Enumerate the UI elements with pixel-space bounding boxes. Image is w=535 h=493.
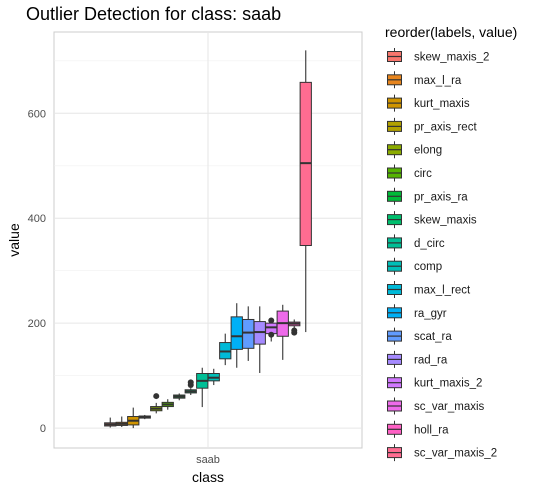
y-tick-label: 200: [28, 318, 46, 330]
legend-label: max_l_rect: [414, 285, 471, 297]
box-pr_axis_ra: [173, 393, 186, 401]
legend-label: circ: [414, 168, 432, 180]
x-axis-ticks: saab: [196, 454, 220, 466]
legend-item-comp: comp: [387, 257, 442, 275]
box-elong: [150, 393, 163, 414]
legend-item-pr_axis_rect: pr_axis_rect: [387, 117, 477, 135]
legend-label: skew_maxis: [414, 215, 477, 227]
legend-item-max_l_rect: max_l_rect: [387, 281, 471, 298]
legend-label: max_l_ra: [414, 75, 462, 87]
legend-title: reorder(labels, value): [385, 24, 517, 40]
legend-label: ra_gyr: [414, 308, 447, 320]
outlier-point: [153, 393, 160, 400]
box-sc_var_maxis_2: [299, 50, 312, 333]
box-holl_ra: [288, 319, 301, 336]
legend-label: d_circ: [414, 238, 445, 250]
box-comp: [207, 368, 220, 386]
legend-label: skew_maxis_2: [414, 52, 489, 64]
legend-item-kurt_maxis_2: kurt_maxis_2: [387, 374, 482, 392]
legend-item-ra_gyr: ra_gyr: [387, 304, 447, 322]
legend-label: comp: [414, 261, 442, 273]
y-tick-label: 400: [28, 213, 46, 225]
legend-label: kurt_maxis_2: [414, 378, 482, 390]
legend-items: skew_maxis_2 max_l_ra kurt_maxis pr_axis_re…: [387, 48, 497, 462]
box-body: [230, 316, 243, 350]
box-max_l_ra: [115, 416, 128, 428]
y-axis-ticks: 0 200 400 600: [28, 108, 46, 435]
y-axis-title: value: [6, 223, 22, 257]
legend-label: holl_ra: [414, 424, 449, 436]
box-kurt_maxis: [127, 407, 140, 429]
box-series: [104, 50, 312, 429]
box-max_l_rect: [219, 333, 232, 366]
legend-item-skew_maxis: skew_maxis: [387, 211, 477, 229]
plot-panel: [53, 31, 363, 449]
box-skew_maxis: [184, 379, 197, 396]
box-body: [242, 318, 255, 349]
legend-item-kurt_maxis: kurt_maxis: [387, 94, 470, 112]
box-d_circ: [196, 367, 209, 408]
x-tick-label: saab: [196, 454, 220, 466]
box-scat_ra: [242, 306, 255, 361]
outlier-point: [291, 327, 298, 334]
box-skew_maxis_2: [104, 417, 117, 428]
legend-item-sc_var_maxis_2: sc_var_maxis_2: [387, 444, 497, 462]
box-pr_axis_rect: [138, 414, 151, 420]
legend-label: pr_axis_rect: [414, 121, 477, 133]
y-tick-label: 600: [28, 108, 46, 120]
legend-label: sc_var_maxis_2: [414, 448, 497, 460]
box-kurt_maxis_2: [265, 317, 278, 342]
legend-label: kurt_maxis: [414, 98, 470, 110]
legend: reorder(labels, value) skew_maxis_2 max_l…: [385, 24, 517, 462]
chart-title: Outlier Detection for class: saab: [26, 4, 281, 24]
legend-item-circ: circ: [387, 164, 432, 182]
legend-item-d_circ: d_circ: [387, 234, 445, 252]
outlier-point: [187, 379, 194, 386]
legend-item-sc_var_maxis: sc_var_maxis: [387, 397, 485, 415]
legend-item-elong: elong: [387, 141, 442, 159]
legend-item-skew_maxis_2: skew_maxis_2: [387, 48, 489, 65]
legend-item-holl_ra: holl_ra: [387, 420, 449, 438]
x-axis-title: class: [192, 469, 224, 485]
y-tick-label: 0: [40, 423, 46, 435]
legend-label: scat_ra: [414, 331, 452, 343]
legend-item-rad_ra: rad_ra: [387, 350, 448, 368]
box-circ: [161, 399, 174, 410]
legend-label: pr_axis_ra: [414, 191, 468, 203]
legend-label: sc_var_maxis: [414, 401, 485, 413]
legend-item-pr_axis_ra: pr_axis_ra: [387, 187, 468, 205]
outlier-point: [268, 317, 275, 324]
legend-item-scat_ra: scat_ra: [387, 327, 452, 345]
outlier-point: [268, 331, 275, 338]
legend-item-max_l_ra: max_l_ra: [387, 71, 462, 89]
legend-label: rad_ra: [414, 354, 448, 366]
legend-label: elong: [414, 145, 442, 157]
